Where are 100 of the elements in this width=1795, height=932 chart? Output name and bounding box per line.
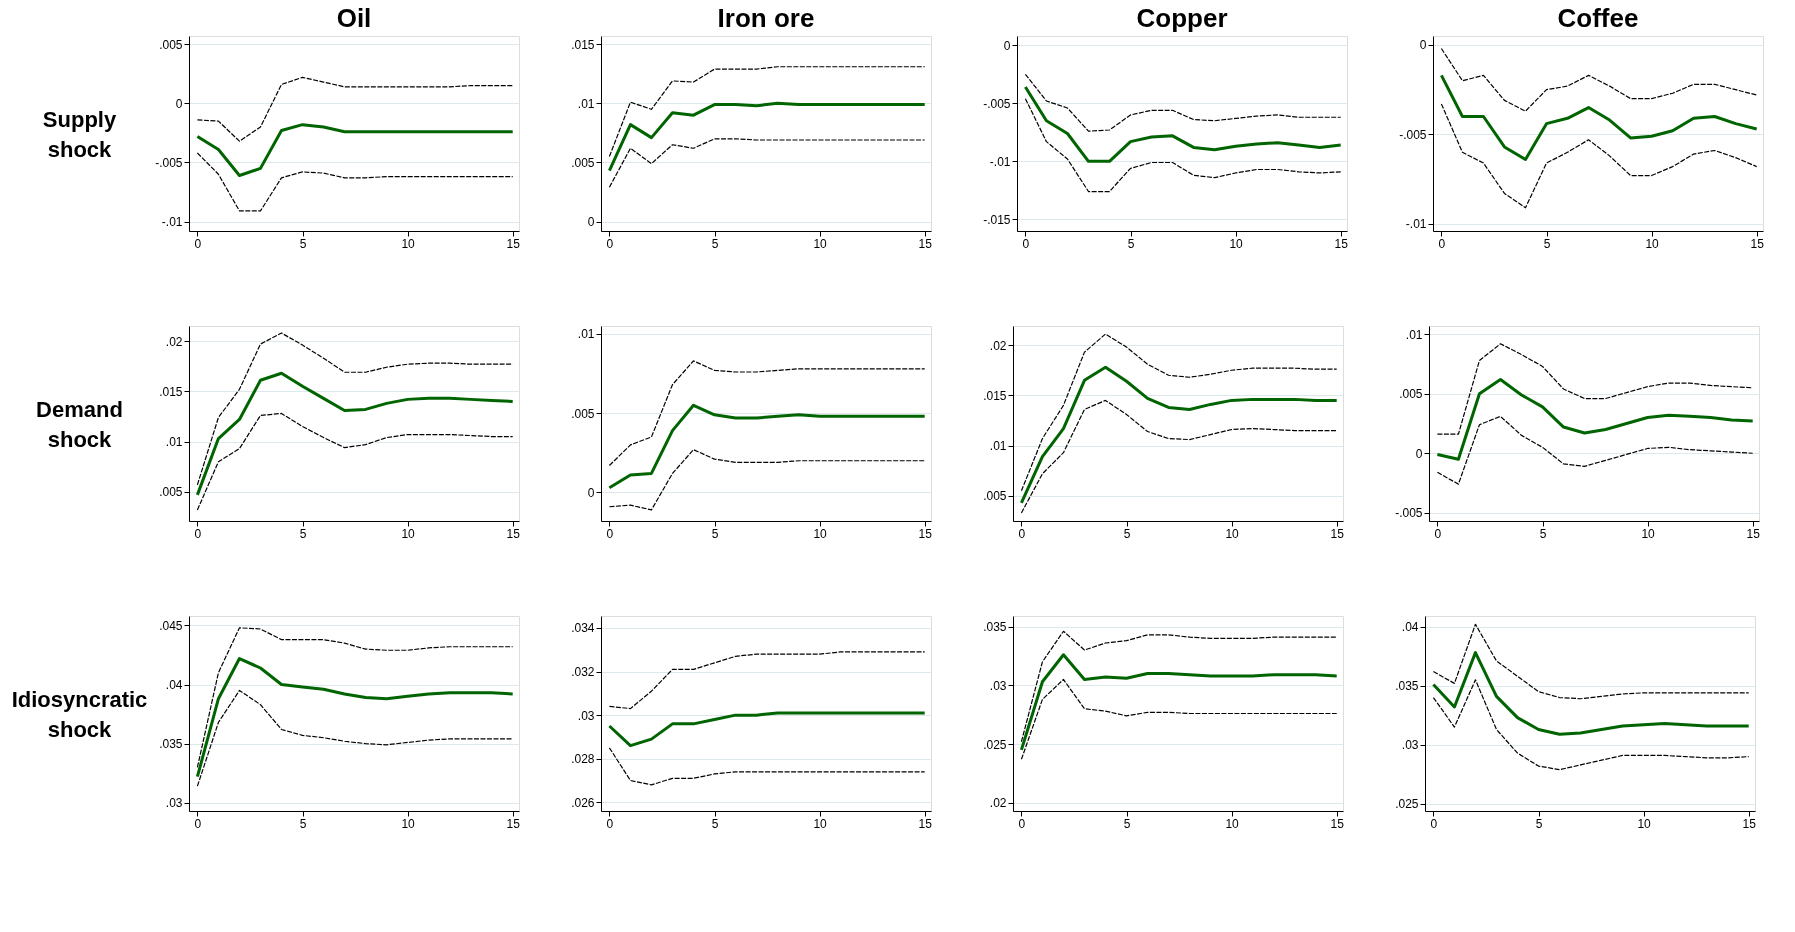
y-tick-label: 0: [1415, 446, 1423, 461]
y-tick-label: .01: [577, 327, 595, 342]
x-tick-label: 10: [813, 526, 828, 541]
x-tick-label: 0: [1438, 236, 1446, 251]
line-series: [607, 403, 927, 490]
line-series: [195, 657, 515, 779]
y-tick-label: .01: [165, 435, 183, 450]
line-series: [1432, 679, 1750, 771]
x-tick-label: 15: [506, 526, 521, 541]
line-series: [607, 711, 927, 748]
x-tick-label: 5: [1535, 816, 1543, 831]
line-series: [608, 449, 926, 511]
x-tick-label: 15: [506, 236, 521, 251]
line-series: [196, 76, 514, 142]
line-series: [608, 360, 926, 467]
x-tick-label: 15: [918, 816, 933, 831]
x-tick-label: 15: [1334, 236, 1349, 251]
x-tick-label: 10: [1225, 526, 1240, 541]
line-series: [195, 123, 515, 177]
x-tick-label: 0: [194, 236, 202, 251]
line-series: [196, 412, 514, 511]
line-series: [1431, 651, 1751, 736]
x-tick-label: 15: [918, 526, 933, 541]
x-tick-label: 5: [711, 816, 719, 831]
y-tick-label: .02: [989, 338, 1007, 353]
x-tick-label: 5: [299, 236, 307, 251]
x-tick-label: 10: [401, 816, 416, 831]
line-series: [1435, 378, 1755, 461]
x-tick-label: 15: [1330, 816, 1345, 831]
x-tick-label: 0: [194, 816, 202, 831]
y-tick-label: .034: [571, 621, 595, 636]
x-tick-label: 0: [1022, 236, 1030, 251]
line-series: [1436, 415, 1754, 485]
x-tick-label: 15: [1742, 816, 1757, 831]
line-series: [1439, 73, 1759, 161]
line-series: [1023, 85, 1343, 163]
x-tick-label: 5: [1123, 816, 1131, 831]
y-tick-label: .005: [571, 406, 595, 421]
x-tick-label: 0: [1434, 526, 1442, 541]
line-series: [608, 138, 926, 188]
y-tick-label: .03: [1401, 738, 1419, 753]
x-tick-label: 15: [1750, 236, 1765, 251]
y-tick-label: .045: [159, 618, 183, 633]
y-tick-label: .026: [571, 795, 595, 810]
y-tick-label: .035: [983, 620, 1007, 635]
y-tick-label: .02: [989, 796, 1007, 811]
y-tick-label: 0: [587, 215, 595, 230]
y-tick-label: .015: [983, 388, 1007, 403]
line-series: [1020, 399, 1338, 514]
x-tick-label: 5: [299, 816, 307, 831]
x-tick-label: 0: [606, 236, 614, 251]
y-tick-label: .025: [983, 737, 1007, 752]
x-tick-label: 10: [1229, 236, 1244, 251]
line-series: [1019, 653, 1339, 752]
y-tick-label: .03: [989, 678, 1007, 693]
y-tick-label: 0: [1003, 38, 1011, 53]
y-tick-label: .02: [165, 334, 183, 349]
x-tick-label: 10: [1637, 816, 1652, 831]
y-tick-label: .01: [989, 439, 1007, 454]
line-series: [195, 371, 515, 497]
y-tick-label: .015: [159, 384, 183, 399]
y-tick-label: .01: [1405, 327, 1423, 342]
x-tick-label: 0: [1430, 816, 1438, 831]
y-tick-label: .005: [1399, 387, 1423, 402]
line-series: [196, 689, 514, 787]
x-tick-label: 0: [606, 816, 614, 831]
y-axis-title: Idiosyncratic shock: [11, 687, 148, 742]
line-series: [196, 332, 514, 486]
line-series: [196, 627, 514, 768]
x-tick-label: 0: [1018, 526, 1026, 541]
x-tick-label: 5: [299, 526, 307, 541]
y-tick-label: -.005: [1395, 506, 1423, 521]
x-tick-label: 5: [711, 526, 719, 541]
line-series: [196, 152, 514, 212]
line-series: [1019, 365, 1339, 505]
chart-title: Oil: [336, 3, 372, 33]
y-tick-label: -.005: [983, 96, 1011, 111]
y-tick-label: .03: [165, 796, 183, 811]
line-series: [1436, 343, 1754, 435]
line-series: [1020, 333, 1338, 492]
x-tick-label: 10: [1225, 816, 1240, 831]
y-tick-label: 0: [1419, 38, 1427, 53]
y-tick-label: -.005: [1399, 127, 1427, 142]
x-tick-label: 5: [1123, 526, 1131, 541]
y-tick-label: -.01: [1405, 217, 1427, 232]
y-tick-label: .035: [159, 737, 183, 752]
chart-title: Copper: [1136, 3, 1228, 33]
line-series: [1020, 630, 1338, 743]
y-tick-label: .005: [571, 155, 595, 170]
chart-title: Coffee: [1557, 3, 1639, 33]
y-tick-label: -.01: [989, 154, 1011, 169]
y-tick-label: .035: [1395, 679, 1419, 694]
y-tick-label: 0: [587, 485, 595, 500]
y-tick-label: .028: [571, 752, 595, 767]
y-tick-label: .032: [571, 665, 595, 680]
y-tick-label: .005: [159, 37, 183, 52]
y-tick-label: -.005: [155, 155, 183, 170]
line-series: [1440, 47, 1758, 112]
x-tick-label: 5: [1539, 526, 1547, 541]
x-tick-label: 5: [1127, 236, 1135, 251]
